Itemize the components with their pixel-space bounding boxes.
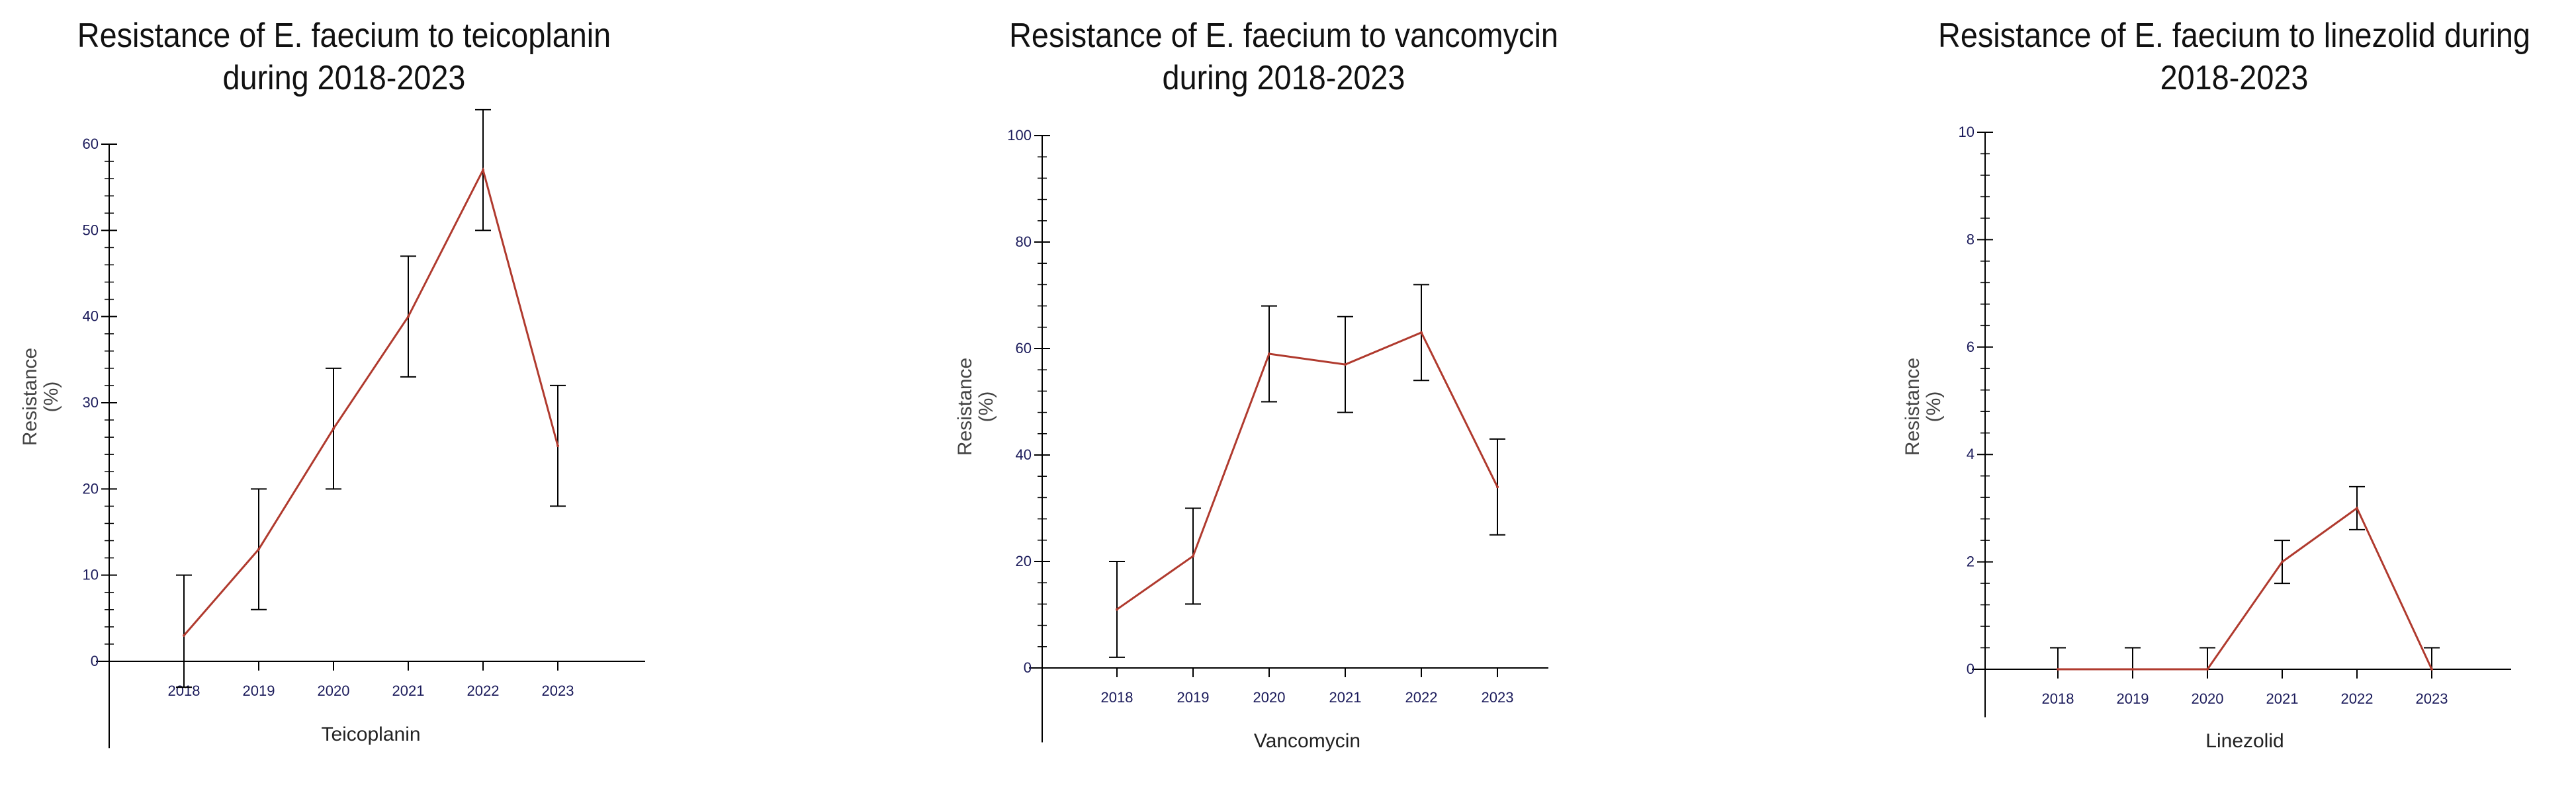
chart-linezolid: Resistance of E. faecium to linezolid du…	[1892, 0, 2576, 785]
x-tick-label: 2023	[542, 682, 574, 699]
series-line	[2058, 507, 2433, 671]
x-tick-label: 2022	[1405, 689, 1438, 706]
y-tick-label: 10	[1959, 124, 1975, 140]
data-point	[2131, 668, 2134, 671]
chart-teicoplanin: Resistance of E. faecium to teicoplanin …	[0, 0, 688, 785]
x-tick-label: 2021	[392, 682, 425, 699]
x-axis-label: Linezolid	[2205, 730, 2284, 752]
data-point	[2206, 668, 2209, 671]
chart-title: Resistance of E. faecium to vancomycin d…	[1009, 17, 1558, 97]
y-tick-label: 30	[83, 394, 99, 411]
y-tick-label: 8	[1967, 231, 1975, 247]
y-tick-label: 0	[1967, 661, 1975, 677]
data-point	[2430, 668, 2433, 671]
y-axis-label-line: Resistance	[19, 348, 41, 446]
y-tick-label: 2	[1967, 554, 1975, 570]
y-tick-label: 80	[1016, 233, 1032, 250]
y-tick-label: 0	[1024, 659, 1032, 676]
series-line	[183, 167, 559, 636]
y-axis-label-line: Resistance	[954, 358, 976, 456]
data-point	[183, 634, 185, 637]
x-tick-label: 2019	[2117, 690, 2149, 707]
data-point	[2356, 507, 2358, 510]
x-tick-label: 2021	[2266, 690, 2299, 707]
y-tick-label: 20	[83, 480, 99, 497]
y-axis-label: Resistance(%)	[19, 348, 62, 446]
chart-plot-linezolid: 0 2 4 6 8 10 2018 2019 2020 2021 2022 2023 Linezolid…	[1902, 124, 2511, 752]
x-tick-label: 2018	[2042, 690, 2074, 707]
chart-vancomycin: Resistance of E. faecium to vancomycin d…	[940, 0, 1628, 785]
x-axis-label: Teicoplanin	[321, 723, 420, 745]
data-point	[2281, 560, 2284, 563]
data-point	[407, 315, 410, 318]
data-point	[332, 427, 335, 431]
chart-plot-vancomycin: 0 20 40 60 80 100 2018 2019 2020 2021 2022 2023 Vanc…	[954, 127, 1548, 752]
y-tick-label: 60	[83, 136, 99, 152]
data-point	[1344, 363, 1347, 366]
data-point	[482, 169, 484, 172]
y-tick-label: 50	[83, 222, 99, 238]
x-tick-label: 2022	[2341, 690, 2374, 707]
data-point	[1420, 331, 1423, 334]
y-axis-label-line: Resistance	[1902, 358, 1924, 456]
x-tick-label: 2021	[1329, 689, 1362, 706]
data-point	[1268, 352, 1270, 356]
y-axis-label-line: (%)	[975, 392, 997, 423]
x-tick-label: 2022	[467, 682, 500, 699]
x-tick-label: 2020	[2192, 690, 2224, 707]
y-axis-label: Resistance(%)	[1902, 358, 1945, 456]
y-tick-label: 20	[1016, 553, 1032, 569]
y-axis-label-line: (%)	[1923, 392, 1945, 423]
y-tick-label: 60	[1016, 340, 1032, 356]
x-tick-label: 2020	[318, 682, 350, 699]
x-axis-label: Vancomycin	[1254, 730, 1360, 752]
x-tick-label: 2023	[1482, 689, 1514, 706]
data-point	[1496, 485, 1499, 489]
data-point	[1192, 554, 1194, 558]
x-tick-label: 2020	[1253, 689, 1286, 706]
x-tick-label: 2023	[2416, 690, 2448, 707]
y-tick-label: 100	[1007, 127, 1032, 144]
data-point	[2057, 668, 2059, 671]
y-tick-label: 4	[1967, 446, 1975, 462]
y-axis-label: Resistance(%)	[954, 358, 997, 456]
y-tick-label: 6	[1967, 339, 1975, 355]
data-point	[257, 548, 260, 551]
chart-title: Resistance of E. faecium to teicoplanin …	[77, 17, 611, 97]
y-tick-label: 10	[83, 567, 99, 583]
chart-title: Resistance of E. faecium to linezolid du…	[1938, 17, 2530, 97]
y-tick-label: 40	[83, 308, 99, 325]
data-point	[556, 444, 559, 448]
data-point	[1116, 608, 1118, 611]
y-tick-label: 0	[91, 653, 99, 669]
y-tick-label: 40	[1016, 446, 1032, 463]
x-tick-label: 2018	[1101, 689, 1133, 706]
x-tick-label: 2019	[243, 682, 275, 699]
series-line	[1116, 331, 1499, 610]
y-axis-label-line: (%)	[40, 382, 62, 413]
x-tick-label: 2019	[1177, 689, 1210, 706]
